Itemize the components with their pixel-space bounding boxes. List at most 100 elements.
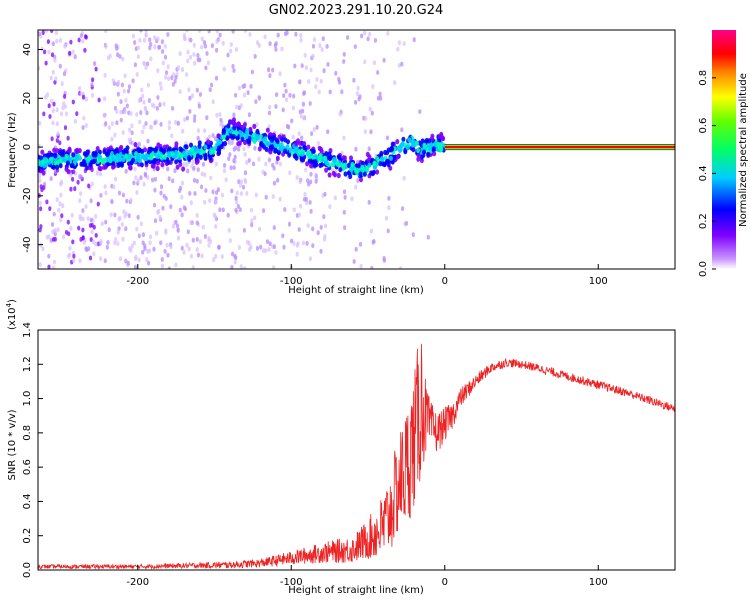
spectrogram-cell <box>180 194 184 200</box>
spectrogram-cell <box>62 101 66 107</box>
spectrogram-cell <box>236 204 240 209</box>
spectrogram-cell <box>439 147 444 153</box>
spectrogram-cell <box>77 225 81 231</box>
spectrogram-cell <box>135 112 139 117</box>
spectrogram-cell <box>263 171 267 177</box>
spectrogram-cell <box>306 144 311 150</box>
spectrogram-cell <box>313 160 318 166</box>
spectrogram-cell <box>181 150 186 156</box>
spectrogram-y-label: Frequency (Hz) <box>7 112 18 188</box>
spectrogram-cell <box>333 195 337 201</box>
spectrogram-cell <box>77 37 81 43</box>
spectrogram-cell <box>51 41 55 47</box>
spectrogram-cell <box>183 117 187 122</box>
spectrogram-cell <box>100 221 104 227</box>
spectrogram-cell <box>251 161 256 167</box>
spectrogram-cell <box>160 161 165 168</box>
spectrogram-cell <box>110 136 114 142</box>
spectrogram-cell <box>302 90 306 96</box>
spectrogram-cell <box>147 260 151 266</box>
spectrogram-cell <box>275 155 280 161</box>
spectrogram-cell <box>229 140 233 146</box>
spectrogram-cell <box>133 142 138 148</box>
spectrogram-cell <box>45 199 49 205</box>
spectrogram-cell <box>78 198 82 204</box>
spectrogram-cell <box>366 157 371 163</box>
spectrogram-cell <box>47 49 51 55</box>
spectrogram-cell <box>354 100 358 105</box>
spectrogram-cell <box>47 234 51 240</box>
spectrogram-cell <box>222 66 226 72</box>
spectrogram-cell <box>272 265 276 269</box>
spectrogram-cell <box>227 156 231 162</box>
spectrogram-cell <box>43 49 47 55</box>
spectrogram-cell <box>178 207 182 213</box>
spectrogram-cell <box>225 135 230 141</box>
spectrogram-cell <box>125 145 130 151</box>
spectrogram-cell <box>312 127 316 132</box>
spectrogram-cell <box>55 164 60 170</box>
spectrogram-cell <box>299 37 303 43</box>
spectrogram-cell <box>104 44 108 49</box>
spectrogram-cell <box>163 54 168 60</box>
spectrogram-cell <box>385 135 389 141</box>
spectrogram-cell <box>61 156 66 162</box>
spectrogram-cell <box>218 207 222 213</box>
spectrogram-cell <box>186 58 190 64</box>
spectrogram-cell <box>369 129 373 135</box>
spectrogram-cell <box>39 155 43 161</box>
spectrogram-cell <box>303 53 307 58</box>
spectrogram-cell <box>238 183 243 188</box>
spectrogram-cell <box>326 62 330 67</box>
spectrogram-cell <box>93 152 98 158</box>
spectrogram-cell <box>323 191 327 197</box>
spectrogram-cell <box>140 87 144 93</box>
spectrogram-cell <box>254 99 258 104</box>
spectrogram-cell <box>299 113 303 119</box>
spectrogram-cell <box>218 32 222 38</box>
spectrogram-cell <box>94 214 98 219</box>
spectrogram-cell <box>312 37 317 42</box>
spectrogram-cell <box>358 241 363 247</box>
spectrogram-cell <box>231 30 235 34</box>
spectrogram-cell <box>233 259 237 265</box>
spectrogram-cell <box>189 200 193 206</box>
spectrogram-cell <box>165 70 169 75</box>
spectrogram-cell <box>310 131 314 137</box>
spectrogram-cell <box>294 31 298 37</box>
spectrogram-cell <box>156 153 161 159</box>
spectrogram-cell <box>187 156 192 162</box>
spectrogram-cell <box>139 110 143 115</box>
spectrogram-cell <box>140 129 145 135</box>
spectrogram-cell <box>342 155 347 161</box>
spectrogram-cell <box>127 88 131 94</box>
spectrogram-cell <box>386 147 391 153</box>
spectrogram-cell <box>84 152 89 158</box>
spectrogram-cell <box>158 214 162 220</box>
spectrogram-cell <box>342 209 346 215</box>
spectrogram-cell <box>288 170 292 176</box>
spectrogram-cell <box>160 39 164 45</box>
spectrogram-cell <box>222 168 227 174</box>
spectrogram-cell <box>396 46 400 52</box>
snr-panel: -200 -100 0 100 0.0 0.2 0.4 0.6 0.8 1.0 1.2 1.4 He… <box>5 299 676 596</box>
spectrogram-cell <box>248 126 253 132</box>
spectrogram-cell <box>182 249 186 255</box>
spectrogram-cell <box>52 211 56 217</box>
spectrogram-cell <box>237 245 241 250</box>
spectrogram-cell <box>193 114 197 119</box>
spectrogram-cell <box>131 78 135 84</box>
spectrogram-cell <box>144 156 149 162</box>
spectrogram-cell <box>230 119 235 125</box>
spectrogram-cell <box>139 30 143 33</box>
spectrogram-cell <box>142 99 146 105</box>
spectrogram-cell <box>275 92 279 98</box>
spectrogram-cell <box>133 166 137 172</box>
spectrogram-cell <box>67 253 71 259</box>
spectrogram-cell <box>207 30 211 34</box>
spectrogram-cell <box>416 156 421 162</box>
spectrogram-cell <box>393 80 397 86</box>
spectrogram-cell <box>411 232 415 238</box>
spectrogram-cell <box>70 212 74 218</box>
